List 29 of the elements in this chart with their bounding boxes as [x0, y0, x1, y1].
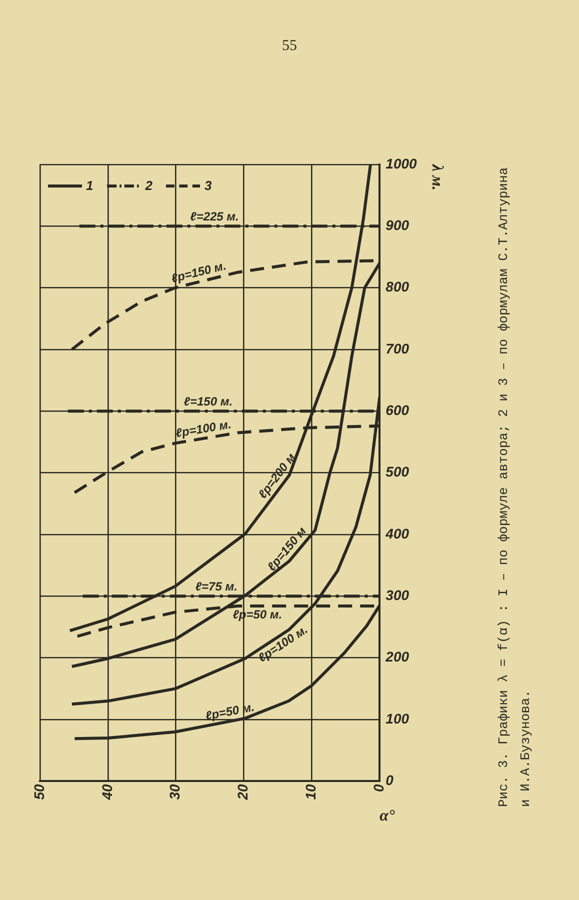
x-tick-label: 50 — [30, 784, 47, 800]
annotation: 3 — [204, 178, 212, 193]
y-tick-label: 500 — [386, 464, 410, 480]
text: ℓp=150 м. — [170, 258, 228, 286]
y-tick-label: 300 — [386, 587, 410, 604]
annotation: 2 — [145, 178, 152, 193]
x-tick-label: 10 — [302, 784, 319, 800]
series-label: ℓ=150 м. — [184, 394, 233, 408]
y-axis-title: λ м. — [428, 163, 446, 190]
annotation: 1 — [86, 178, 94, 193]
y-tick-label: 700 — [386, 340, 410, 356]
x-tick-label: 40 — [98, 784, 115, 801]
y-tick-label: 800 — [386, 278, 410, 295]
y-tick-label: 600 — [386, 402, 410, 418]
y-tick-label: 400 — [384, 525, 410, 542]
y-tick-label: 0 — [386, 772, 394, 788]
text: Рис. 3. Графики λ = f(α) : I – по формуле автора; 2 и 3 – по формулам С.Т.Алтурина и И.А.Бузунова. — [495, 166, 534, 807]
x-axis-title: α° — [380, 808, 396, 825]
series-label: ℓ=225 м. — [190, 209, 239, 224]
text: 55 — [281, 38, 298, 55]
y-tick-label: 1000 — [386, 155, 418, 172]
y-tick-label: 100 — [386, 710, 410, 726]
y-tick-label: 200 — [384, 648, 410, 665]
series-label: ℓ=75 м. — [195, 579, 238, 594]
x-tick-label: 20 — [234, 784, 251, 801]
x-tick-label: 0 — [370, 784, 387, 792]
text: ℓp=100 м. — [174, 417, 232, 440]
y-tick-label: 900 — [386, 216, 410, 233]
x-tick-label: 30 — [166, 784, 183, 800]
